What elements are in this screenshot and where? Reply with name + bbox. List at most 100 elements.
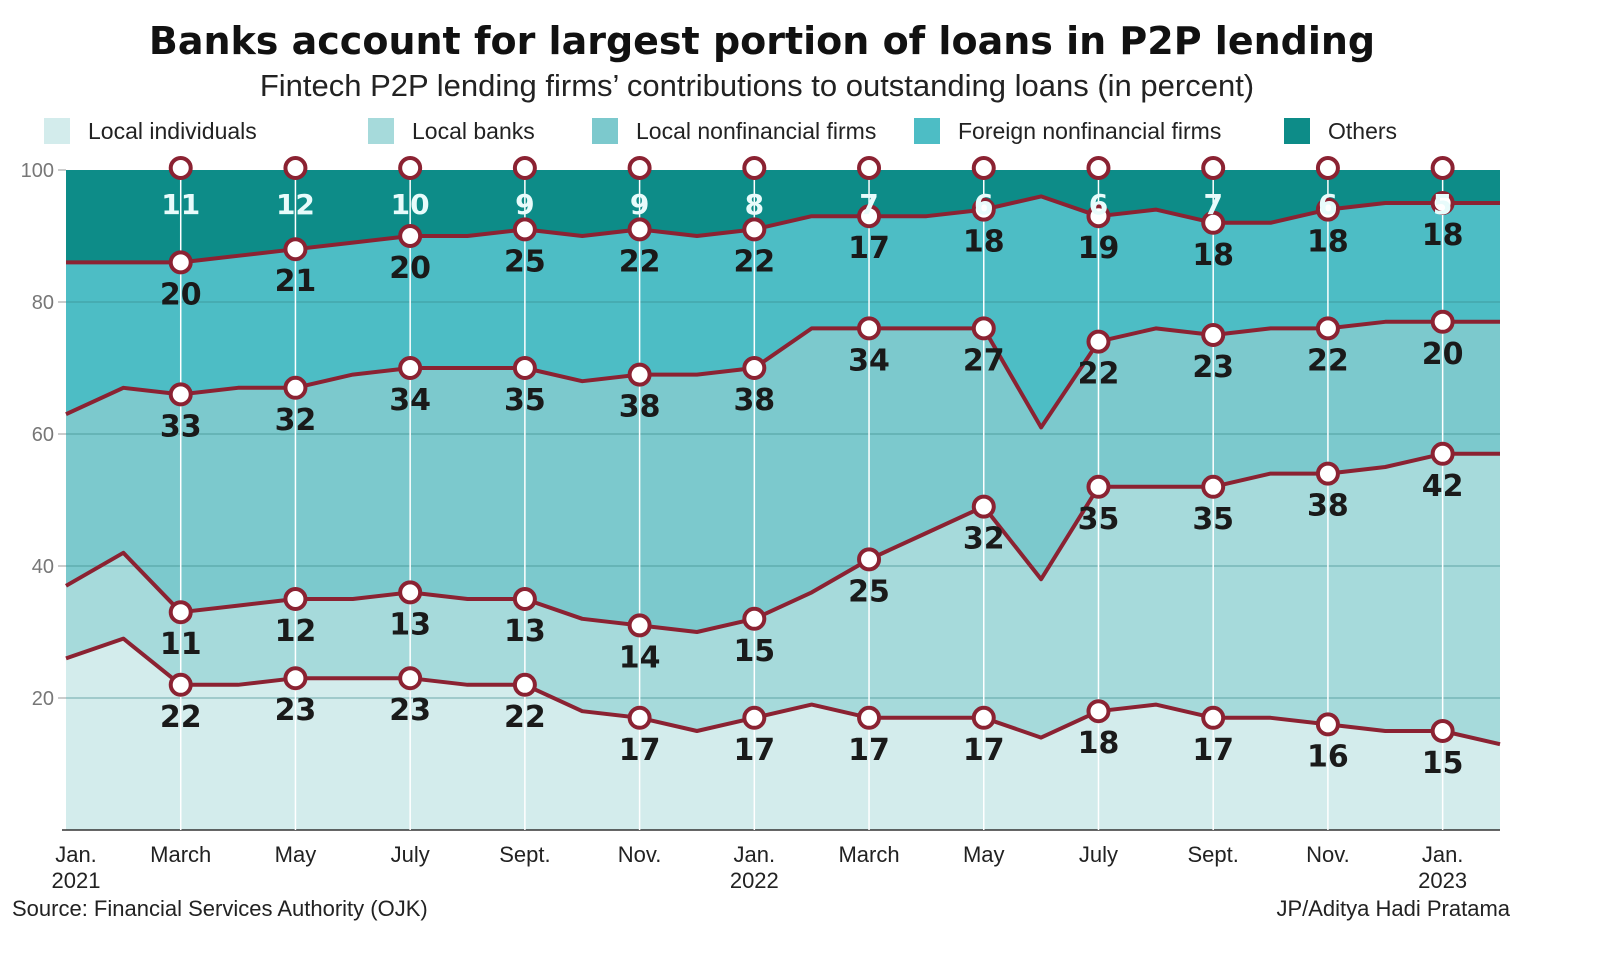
data-marker: [857, 204, 882, 229]
data-marker: [627, 613, 652, 638]
data-marker: [627, 217, 652, 242]
data-marker: [627, 705, 652, 730]
data-label: 34: [848, 343, 890, 378]
data-label: 38: [1307, 489, 1349, 524]
data-label: 38: [733, 383, 775, 418]
data-marker: [1201, 474, 1226, 499]
data-marker: [283, 237, 308, 262]
x-tick-label: Nov.: [1306, 842, 1350, 867]
y-tick-label: 60: [32, 424, 54, 446]
data-marker: [1086, 474, 1111, 499]
data-marker: [1430, 441, 1455, 466]
data-marker: [168, 156, 193, 180]
data-marker: [1430, 156, 1455, 180]
data-label: 17: [733, 733, 775, 768]
data-label: 42: [1422, 469, 1464, 504]
data-label: 9: [515, 188, 534, 221]
legend-swatch: [592, 118, 618, 144]
data-label: 15: [733, 634, 775, 669]
data-marker: [1315, 461, 1340, 486]
data-label: 13: [389, 607, 431, 642]
data-label: 32: [275, 403, 317, 438]
source-note: Source: Financial Services Authority (OJ…: [12, 896, 428, 921]
gridlines: [62, 301, 1500, 831]
data-label: 12: [275, 614, 317, 649]
data-marker: [1315, 316, 1340, 341]
y-tick-label: 100: [21, 160, 54, 182]
area-local-nonfinancial-firms: [66, 321, 1500, 632]
data-label: 23: [1192, 350, 1234, 385]
data-marker: [168, 600, 193, 625]
data-label: 22: [619, 244, 661, 279]
x-tick-label: Sept.: [499, 842, 550, 867]
x-tick-label: Nov.: [618, 842, 662, 867]
data-label: 17: [848, 733, 890, 768]
data-label: 10: [391, 188, 430, 221]
data-marker: [627, 156, 652, 180]
data-label: 35: [504, 383, 546, 418]
x-tick-label: May: [963, 842, 1005, 867]
data-label: 18: [1307, 225, 1349, 260]
data-label: 6: [1089, 188, 1108, 221]
data-label: 17: [1192, 733, 1234, 768]
data-marker: [283, 156, 308, 180]
data-label: 17: [848, 231, 890, 266]
data-label: 8: [745, 188, 764, 221]
data-marker: [1201, 705, 1226, 730]
data-label: 22: [733, 244, 775, 279]
data-marker: [398, 156, 423, 180]
data-label: 25: [504, 244, 546, 279]
data-label: 25: [848, 574, 890, 609]
data-label: 27: [963, 343, 1005, 378]
chart-subtitle: Fintech P2P lending firms’ contributions…: [260, 68, 1254, 103]
x-tick-label: May: [275, 842, 317, 867]
data-marker: [1430, 191, 1455, 215]
data-marker: [1086, 204, 1111, 229]
data-label: 19: [1078, 231, 1120, 266]
x-tick-year: 2021: [52, 868, 101, 893]
data-marker: [283, 375, 308, 400]
data-label: 11: [161, 188, 200, 221]
data-marker: [512, 156, 537, 180]
data-marker: [857, 705, 882, 730]
data-marker: [971, 494, 996, 519]
data-marker: [742, 705, 767, 730]
y-tick-label: 40: [32, 556, 54, 578]
data-label: 21: [275, 264, 317, 299]
data-marker: [1430, 719, 1455, 743]
data-marker: [1086, 699, 1111, 724]
data-marker: [398, 580, 423, 605]
data-label: 22: [504, 700, 546, 735]
legend-label: Foreign nonfinancial firms: [958, 118, 1221, 144]
data-marker: [1086, 156, 1111, 180]
data-marker: [971, 316, 996, 341]
x-tick-label: July: [1079, 842, 1118, 867]
data-label: 14: [619, 640, 661, 675]
data-marker: [512, 217, 537, 242]
data-marker: [627, 362, 652, 387]
data-marker: [398, 356, 423, 380]
data-label: 22: [1307, 343, 1349, 378]
x-tick-label: March: [150, 842, 211, 867]
data-marker: [1201, 323, 1226, 347]
y-axis: 20 40 60 80 100: [21, 160, 66, 710]
data-marker: [512, 587, 537, 611]
data-marker: [1315, 197, 1340, 222]
data-label: 32: [963, 522, 1005, 557]
data-label: 20: [1422, 337, 1464, 372]
data-marker: [512, 672, 537, 697]
data-label: 23: [275, 693, 317, 728]
data-marker: [1315, 712, 1340, 737]
data-label: 6: [1318, 188, 1337, 221]
data-label: 11: [160, 627, 202, 662]
data-marker: [398, 224, 423, 248]
area-others: [66, 170, 1500, 263]
data-label: 35: [1078, 502, 1120, 537]
data-label: 23: [389, 693, 431, 728]
data-label: 12: [276, 188, 315, 221]
x-tick-label: Jan.: [734, 842, 776, 867]
legend-swatch: [1284, 118, 1310, 144]
data-marker: [168, 382, 193, 407]
data-label: 6: [974, 188, 993, 221]
